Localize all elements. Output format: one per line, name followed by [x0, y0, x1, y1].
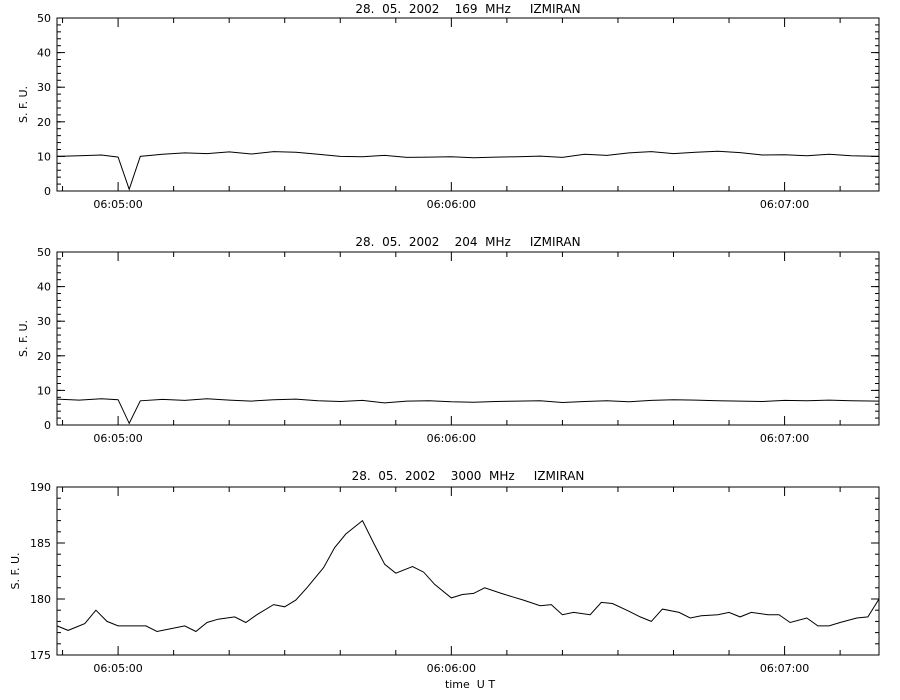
x-tick-label: 06:06:00 [427, 432, 476, 445]
x-tick-label: 06:07:00 [760, 432, 809, 445]
y-tick-label: 0 [44, 185, 51, 198]
plot-frame [56, 486, 880, 656]
plot-frame [56, 17, 880, 192]
series-line [56, 398, 880, 425]
x-tick-label: 06:06:00 [427, 662, 476, 675]
y-tick-label: 40 [37, 47, 51, 60]
y-tick-label: 20 [37, 350, 51, 363]
x-tick-label: 06:06:00 [427, 198, 476, 211]
y-tick-label: 185 [30, 537, 51, 550]
y-tick-label: 190 [30, 481, 51, 494]
y-tick-label: 0 [44, 419, 51, 432]
y-tick-label: 30 [37, 81, 51, 94]
y-tick-label: 10 [37, 384, 51, 397]
y-tick-label: 175 [30, 649, 51, 662]
y-tick-label: 180 [30, 593, 51, 606]
x-tick-label: 06:05:00 [93, 662, 142, 675]
x-axis-label: time U T [445, 678, 495, 691]
y-tick-label: 20 [37, 116, 51, 129]
y-tick-label: 50 [37, 246, 51, 259]
chart-title: 28. 05. 2002 3000 MHz IZMIRAN [352, 469, 585, 483]
series-line [56, 519, 880, 633]
y-axis-label: S. F. U. [17, 320, 30, 357]
y-tick-label: 30 [37, 315, 51, 328]
panel-204mhz: 28. 05. 2002 204 MHz IZMIRAN S. F. U. 0 10 2… [17, 235, 880, 445]
panel-169mhz: 28. 05. 2002 169 MHz IZMIRAN S. F. U. 0 10 2… [17, 2, 880, 211]
chart-title: 28. 05. 2002 204 MHz IZMIRAN [355, 235, 580, 249]
x-tick-label: 06:07:00 [760, 198, 809, 211]
panel-3000mhz: 28. 05. 2002 3000 MHz IZMIRAN S. F. U. tim… [9, 469, 880, 691]
y-axis-label: S. F. U. [9, 552, 22, 589]
series-line [56, 150, 880, 191]
x-tick-label: 06:07:00 [760, 662, 809, 675]
y-tick-label: 10 [37, 150, 51, 163]
x-tick-label: 06:05:00 [93, 432, 142, 445]
x-tick-label: 06:05:00 [93, 198, 142, 211]
chart-title: 28. 05. 2002 169 MHz IZMIRAN [355, 2, 580, 16]
y-tick-label: 40 [37, 281, 51, 294]
y-axis-label: S. F. U. [17, 86, 30, 123]
y-tick-label: 50 [37, 12, 51, 25]
plot-frame [56, 251, 880, 426]
